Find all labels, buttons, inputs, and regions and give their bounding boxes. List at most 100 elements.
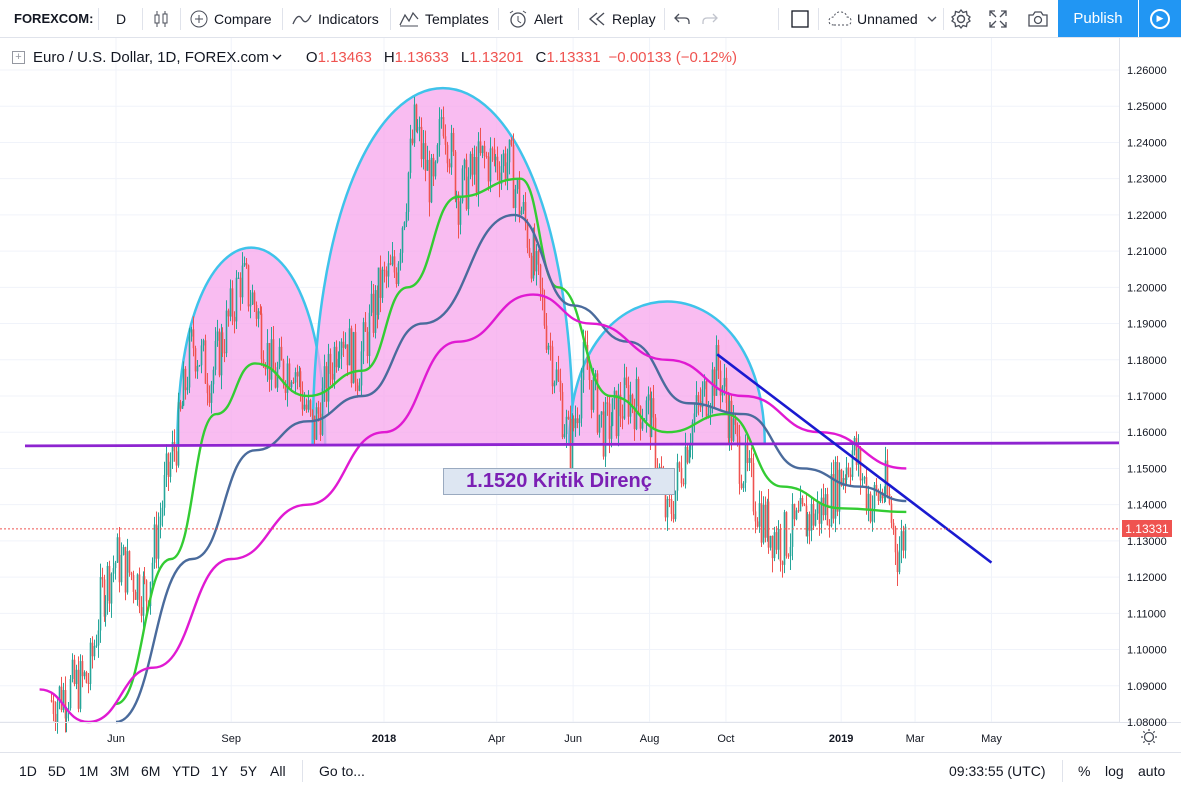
candle-body <box>227 310 230 317</box>
candle-body <box>879 492 882 501</box>
candle-body <box>134 591 137 600</box>
range-6m[interactable]: 6M <box>141 753 160 788</box>
log-toggle[interactable]: log <box>1105 753 1124 788</box>
chart-pane[interactable]: 1.26000 1.25000 1.24000 1.23000 1.22000 1.210… <box>0 38 1181 752</box>
time-tick-label: Oct <box>717 733 734 745</box>
candle-body <box>810 503 813 531</box>
candle-body <box>413 104 416 144</box>
settings-button[interactable] <box>950 0 972 37</box>
publish-button[interactable]: Publish <box>1058 0 1138 37</box>
toolbar-divider <box>664 8 665 30</box>
time-scale-settings-button[interactable] <box>1141 729 1157 745</box>
play-button[interactable]: ▶ <box>1139 0 1181 37</box>
range-5y[interactable]: 5Y <box>240 753 257 788</box>
alert-button[interactable]: Alert <box>508 0 563 37</box>
chevron-down-icon[interactable] <box>272 53 282 61</box>
templates-button[interactable]: Templates <box>399 0 489 37</box>
candle-body <box>779 528 782 562</box>
candle-body <box>674 490 677 520</box>
candle-body <box>686 446 689 463</box>
candle-body <box>758 503 761 527</box>
candle-body <box>372 293 375 333</box>
candle-body <box>157 525 160 559</box>
candle-body <box>243 262 246 266</box>
chart-style-button[interactable] <box>153 0 169 37</box>
candle-body <box>360 351 363 386</box>
legend-title[interactable]: Euro / U.S. Dollar, 1D, FOREX.com <box>33 48 269 66</box>
range-all[interactable]: All <box>270 753 286 788</box>
candle-body <box>847 467 850 475</box>
range-ytd[interactable]: YTD <box>172 753 200 788</box>
candle-body <box>680 467 683 484</box>
high-value: 1.13633 <box>394 48 449 66</box>
toolbar-divider <box>1062 760 1063 782</box>
replay-button[interactable]: Replay <box>588 0 656 37</box>
candle-body <box>231 288 234 317</box>
range-1m[interactable]: 1M <box>79 753 98 788</box>
candle-body <box>395 272 398 284</box>
interval-button[interactable]: D <box>116 0 126 37</box>
expand-button[interactable] <box>989 0 1007 37</box>
moving-average-blue <box>115 213 907 724</box>
candle-body <box>524 201 527 223</box>
candle-body <box>610 425 613 439</box>
layout-menu-button[interactable]: Unnamed <box>828 0 937 37</box>
candle-body <box>56 702 59 723</box>
candle-body <box>257 311 260 319</box>
range-5d[interactable]: 5D <box>48 753 66 788</box>
interval-label: D <box>116 10 127 27</box>
clock[interactable]: 09:33:55 (UTC) <box>949 753 1045 788</box>
candle-body <box>426 159 429 171</box>
candle-body <box>676 462 679 491</box>
candle-body <box>440 117 443 119</box>
candle-body <box>177 402 180 466</box>
candle-body <box>635 378 638 430</box>
goto-button[interactable]: Go to... <box>319 753 365 788</box>
auto-toggle[interactable]: auto <box>1138 753 1165 788</box>
candle-body <box>344 344 347 348</box>
redo-button[interactable] <box>702 0 718 37</box>
candle-body <box>725 377 728 404</box>
snapshot-button[interactable] <box>1027 0 1049 37</box>
candle-body <box>801 497 804 505</box>
time-tick-label: 2018 <box>372 733 396 745</box>
critical-resistance-label[interactable]: 1.1520 Kritik Direnç <box>443 468 675 495</box>
range-3m[interactable]: 3M <box>110 753 129 788</box>
candle-body <box>186 387 189 391</box>
percent-toggle[interactable]: % <box>1078 753 1090 788</box>
candle-body <box>103 579 106 617</box>
candle-body <box>198 365 201 367</box>
candle-body <box>518 180 521 215</box>
candle-body <box>331 373 334 380</box>
candle-body <box>498 172 501 184</box>
range-1y[interactable]: 1Y <box>211 753 228 788</box>
candle-body <box>502 153 505 167</box>
candle-body <box>812 503 815 526</box>
candle-body <box>627 385 630 417</box>
indicators-button[interactable]: Indicators <box>292 0 379 37</box>
collapse-plus-icon[interactable]: + <box>12 50 25 64</box>
time-tick-label: Jun <box>107 733 125 745</box>
candle-body <box>791 503 794 547</box>
candle-body <box>298 371 301 377</box>
range-1d[interactable]: 1D <box>19 753 37 788</box>
candle-body <box>104 600 107 617</box>
candle-body <box>247 265 250 307</box>
compare-button[interactable]: Compare <box>190 0 272 37</box>
price-tick-label: 1.22000 <box>1127 210 1167 222</box>
fullscreen-toggle-button[interactable] <box>791 0 809 37</box>
candle-body <box>703 381 706 390</box>
candle-body <box>415 104 418 131</box>
undo-button[interactable] <box>674 0 690 37</box>
symbol-search[interactable]: FOREXCOM: <box>14 0 93 37</box>
candle-body <box>881 492 884 499</box>
candle-body <box>777 528 780 550</box>
candle-body <box>633 407 636 430</box>
candle-body <box>608 403 611 439</box>
candle-body <box>645 400 648 421</box>
candle-body <box>578 418 581 424</box>
candle-body <box>877 490 880 501</box>
candle-body <box>409 138 412 173</box>
candle-body <box>251 292 254 305</box>
candle-body <box>81 661 84 677</box>
